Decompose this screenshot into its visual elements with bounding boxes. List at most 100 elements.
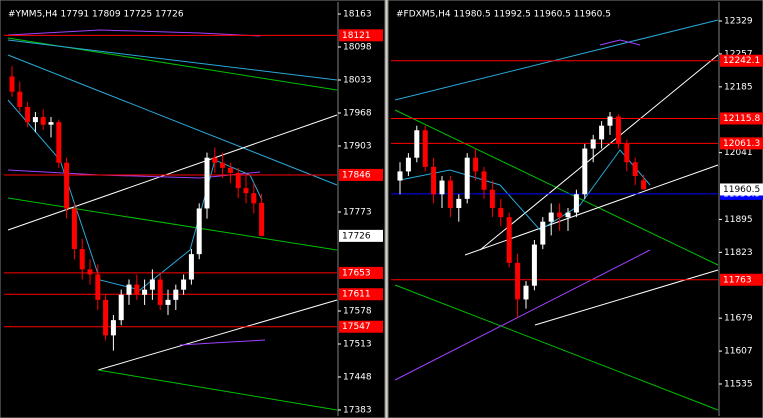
- decor-lines: [7, 19, 719, 411]
- candle-body: [481, 171, 487, 190]
- level-box: [339, 29, 383, 42]
- level-label: 12061.3: [723, 139, 760, 149]
- candle-body: [196, 208, 202, 255]
- candle-body: [422, 130, 428, 167]
- candle-body: [103, 299, 109, 336]
- y-tick-label: 17968: [343, 109, 372, 119]
- candle-body: [431, 166, 437, 195]
- candle-body: [405, 157, 411, 172]
- candle-body: [251, 193, 257, 204]
- y-tick-label: 12041: [724, 148, 753, 158]
- candle-body: [71, 208, 77, 250]
- y-tick-label: 12185: [724, 82, 753, 92]
- y-tick-label: 12329: [724, 17, 753, 27]
- level-box: [720, 54, 763, 67]
- candle-body: [565, 212, 571, 218]
- candle-body: [212, 157, 218, 163]
- panel-left: [0, 0, 386, 418]
- candle-body: [56, 122, 62, 163]
- candle-body: [523, 285, 529, 300]
- candle-body: [95, 274, 101, 300]
- current-price-label: 11960.5: [723, 185, 760, 195]
- candle-body: [243, 188, 249, 194]
- current-price-label: 17726: [342, 231, 371, 241]
- y-tick-label: 17383: [343, 406, 372, 416]
- candle-body: [173, 289, 179, 300]
- candle-body: [118, 294, 124, 321]
- candle-body: [110, 320, 116, 336]
- level-box: [339, 168, 383, 181]
- candle-body: [456, 198, 462, 208]
- y-tick-label: 17448: [343, 373, 372, 383]
- candle-body: [548, 212, 554, 222]
- level-label: 18121: [342, 31, 371, 41]
- y-tick-label: 11535: [724, 380, 753, 390]
- candle-body: [447, 180, 453, 208]
- candle-body: [181, 279, 187, 290]
- candle-body: [227, 167, 233, 173]
- candle-body: [557, 212, 563, 218]
- y-tick-label: 18098: [343, 43, 372, 53]
- candle-body: [506, 217, 512, 263]
- candle-body: [17, 91, 23, 107]
- candle-body: [64, 162, 70, 209]
- candle-body: [599, 125, 605, 140]
- candle-body: [515, 262, 521, 300]
- candle-body: [590, 139, 596, 149]
- candle-body: [397, 171, 403, 181]
- candle-body: [641, 180, 647, 190]
- current-price-box: [339, 229, 383, 242]
- level-box: [720, 137, 763, 150]
- level-box: [720, 273, 763, 286]
- candle-body: [489, 189, 495, 208]
- candle-body: [473, 157, 479, 172]
- level-label: 12242.1: [723, 56, 760, 66]
- candle-body: [48, 122, 54, 125]
- level-label: 11763: [723, 275, 752, 285]
- candle-body: [126, 284, 132, 295]
- candle-body: [573, 194, 579, 213]
- candle-body: [531, 244, 537, 286]
- candle-body: [188, 254, 194, 280]
- y-tick-label: 11679: [724, 314, 753, 324]
- y-tick-label: 17903: [343, 142, 372, 152]
- level-box: [720, 112, 763, 125]
- candle-body: [439, 180, 445, 195]
- chart-title: #FDXM5,H4 11980.5 11992.5 11960.5 11960.…: [396, 10, 611, 20]
- candle-body: [165, 299, 171, 305]
- candle-body: [204, 157, 210, 209]
- chart-title: #YMM5,H4 17791 17809 17725 17726: [8, 10, 184, 20]
- level-box: [339, 320, 383, 333]
- candle-body: [624, 143, 630, 163]
- candle-body: [498, 207, 504, 218]
- candle-body: [220, 162, 226, 168]
- y-tick-label: 18033: [343, 76, 372, 86]
- candle-body: [79, 249, 85, 270]
- y-tick-label: 17578: [343, 307, 372, 317]
- candle-body: [32, 117, 38, 123]
- current-price-box: [720, 183, 763, 196]
- candle-body: [259, 202, 265, 236]
- candle-body: [615, 116, 621, 144]
- candle-body: [464, 157, 470, 199]
- level-label: 17653: [342, 268, 371, 278]
- candle-body: [582, 148, 588, 195]
- y-tick-label: 11823: [724, 248, 753, 258]
- level-label: 17846: [342, 170, 371, 180]
- candle-body: [157, 279, 163, 305]
- level-label: 12115.8: [723, 114, 760, 124]
- y-tick-label: 11607: [724, 347, 753, 357]
- level-box: [339, 288, 383, 301]
- y-tick-label: 18163: [343, 10, 372, 20]
- level-label: 17611: [342, 290, 371, 300]
- candle-body: [607, 116, 613, 126]
- candle-body: [414, 130, 420, 158]
- y-tick-label: 17513: [343, 340, 372, 350]
- y-tick-label: 12257: [724, 49, 753, 59]
- y-tick-label: 17773: [343, 208, 372, 218]
- candle-body: [632, 162, 638, 176]
- y-tick-label: 11895: [724, 215, 753, 225]
- candle-body: [9, 76, 15, 92]
- candle-body: [540, 221, 546, 245]
